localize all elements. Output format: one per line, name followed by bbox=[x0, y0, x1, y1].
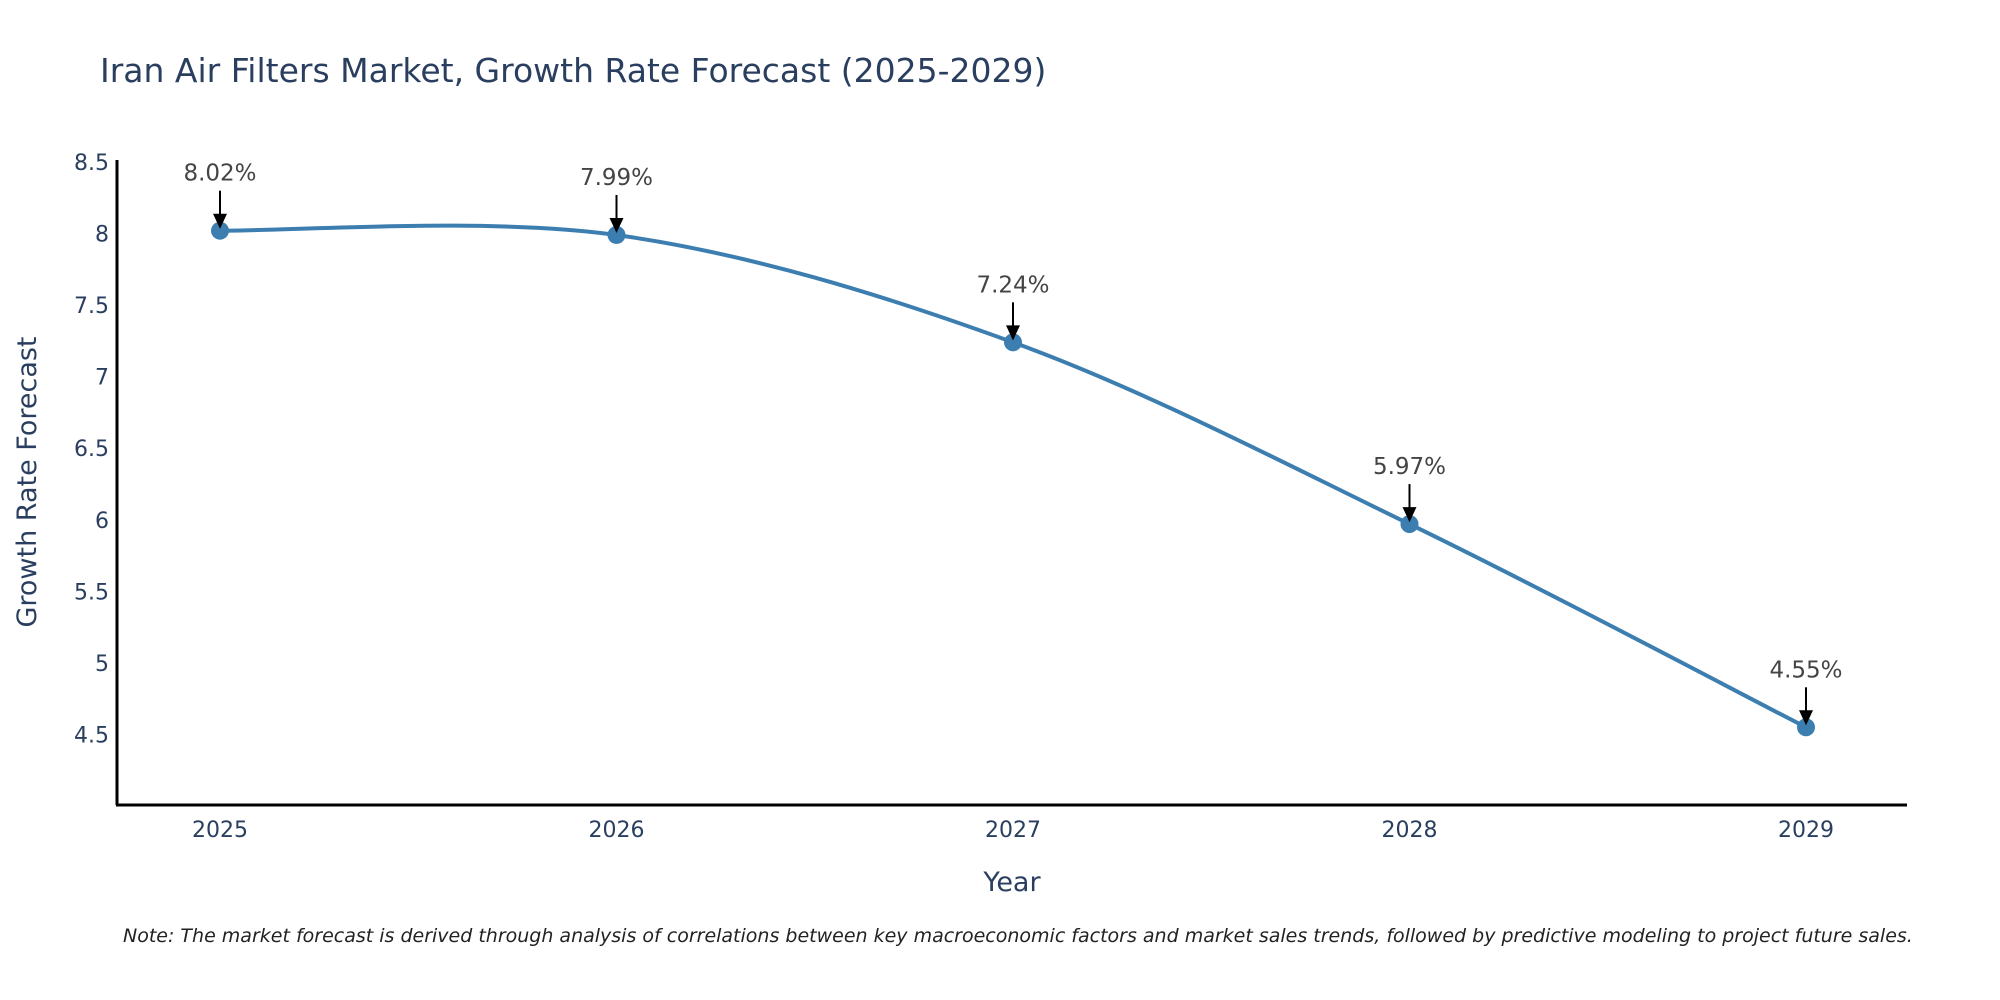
growth-rate-line bbox=[219, 223, 1807, 730]
y-tick-label: 5.5 bbox=[74, 580, 109, 605]
data-point bbox=[1797, 718, 1815, 737]
y-tick-label: 7 bbox=[95, 366, 109, 391]
chart-note: Note: The market forecast is derived thr… bbox=[123, 925, 1913, 947]
data-point bbox=[211, 221, 229, 240]
y-axis-title: Growth Rate Forecast bbox=[12, 336, 43, 627]
y-tick-label: 8 bbox=[95, 223, 109, 248]
x-tick-label: 2025 bbox=[192, 818, 248, 843]
y-tick-label: 5 bbox=[95, 652, 109, 677]
y-tick-label: 7.5 bbox=[74, 294, 109, 319]
y-tick-label: 6.5 bbox=[74, 437, 109, 462]
data-point-markers bbox=[211, 221, 1815, 737]
data-label: 5.97% bbox=[1373, 454, 1446, 480]
x-tick-label: 2026 bbox=[589, 818, 645, 843]
annotation-arrow-head bbox=[1402, 507, 1417, 523]
data-label: 4.55% bbox=[1769, 657, 1842, 683]
y-tick-label: 8.5 bbox=[74, 151, 109, 176]
data-point bbox=[1004, 333, 1022, 352]
y-tick-label: 6 bbox=[95, 509, 109, 534]
x-tick-label: 2029 bbox=[1778, 818, 1834, 843]
annotation-arrow-head bbox=[1006, 325, 1020, 341]
data-annotations: 8.02% 7.99% 7.24% 5.97% 4.55% bbox=[183, 161, 1843, 726]
annotation-arrow-head bbox=[213, 213, 227, 229]
x-axis-title: Year bbox=[982, 867, 1041, 898]
x-tick-label: 2027 bbox=[985, 818, 1041, 843]
data-label: 7.24% bbox=[976, 272, 1049, 298]
chart-title: Iran Air Filters Market, Growth Rate For… bbox=[100, 51, 1046, 90]
data-label: 7.99% bbox=[580, 165, 653, 191]
data-point bbox=[1400, 515, 1419, 534]
annotation-arrow-head bbox=[609, 217, 624, 233]
y-axis-ticks: 4.5 5 5.5 6 6.5 7 7.5 8 8.5 bbox=[74, 151, 109, 748]
data-point bbox=[607, 225, 626, 244]
x-tick-label: 2028 bbox=[1382, 818, 1438, 843]
data-label: 8.02% bbox=[183, 161, 256, 187]
x-axis-ticks: 2025 2026 2027 2028 2029 bbox=[192, 818, 1834, 843]
y-tick-label: 4.5 bbox=[74, 723, 109, 748]
annotation-arrow-head bbox=[1799, 710, 1813, 726]
